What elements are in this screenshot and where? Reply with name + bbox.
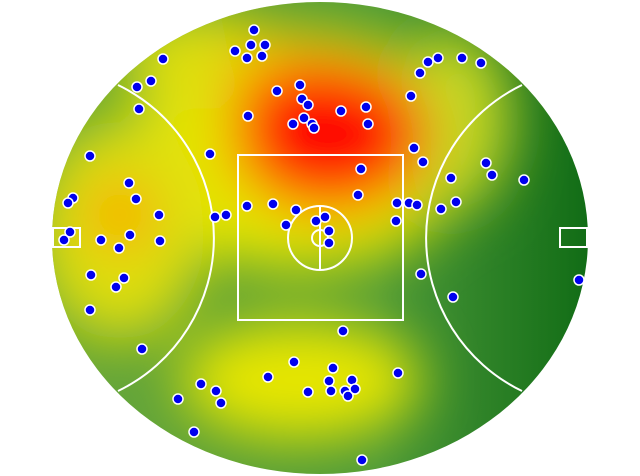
point [323, 375, 335, 387]
point [352, 189, 364, 201]
point [349, 383, 361, 395]
point [64, 226, 76, 238]
point [85, 269, 97, 281]
field-lines [52, 84, 588, 392]
point [325, 385, 337, 397]
point [95, 234, 107, 246]
point [133, 103, 145, 115]
point [417, 156, 429, 168]
point [355, 163, 367, 175]
point [327, 362, 339, 374]
point [335, 105, 347, 117]
point [362, 118, 374, 130]
point [110, 281, 122, 293]
point [302, 386, 314, 398]
point [408, 142, 420, 154]
point [518, 174, 530, 186]
point [288, 356, 300, 368]
point [294, 79, 306, 91]
point [204, 148, 216, 160]
point [323, 225, 335, 237]
point [435, 203, 447, 215]
point [58, 234, 70, 246]
point [145, 75, 157, 87]
point [391, 197, 403, 209]
point [447, 291, 459, 303]
point [172, 393, 184, 405]
point [271, 85, 283, 97]
point [229, 45, 241, 57]
point [195, 378, 207, 390]
point [118, 272, 130, 284]
point [209, 211, 221, 223]
point [157, 53, 169, 65]
point [360, 101, 372, 113]
point [84, 304, 96, 316]
point [405, 90, 417, 102]
point [131, 81, 143, 93]
point [337, 325, 349, 337]
point [136, 343, 148, 355]
point [573, 274, 585, 286]
point [414, 67, 426, 79]
point [287, 118, 299, 130]
point [456, 52, 468, 64]
point [215, 397, 227, 409]
point [445, 172, 457, 184]
point [390, 215, 402, 227]
point [241, 52, 253, 64]
point [486, 169, 498, 181]
point [259, 39, 271, 51]
point [220, 209, 232, 221]
point [241, 200, 253, 212]
point [319, 211, 331, 223]
point [256, 50, 268, 62]
point [84, 150, 96, 162]
point [302, 99, 314, 111]
point [153, 209, 165, 221]
point [130, 193, 142, 205]
point [123, 177, 135, 189]
heatmap [52, 2, 588, 474]
point [323, 237, 335, 249]
point [280, 219, 292, 231]
point [124, 229, 136, 241]
point [432, 52, 444, 64]
point [450, 196, 462, 208]
point [298, 112, 310, 124]
point [342, 390, 354, 402]
point [356, 454, 368, 466]
point [242, 110, 254, 122]
point [188, 426, 200, 438]
point [62, 197, 74, 209]
point [475, 57, 487, 69]
point [245, 39, 257, 51]
point [411, 199, 423, 211]
point [415, 268, 427, 280]
point [267, 198, 279, 210]
point [290, 204, 302, 216]
point [480, 157, 492, 169]
point [113, 242, 125, 254]
point [262, 371, 274, 383]
point [308, 122, 320, 134]
point [392, 367, 404, 379]
point [422, 56, 434, 68]
point [210, 385, 222, 397]
point [154, 235, 166, 247]
point [248, 24, 260, 36]
